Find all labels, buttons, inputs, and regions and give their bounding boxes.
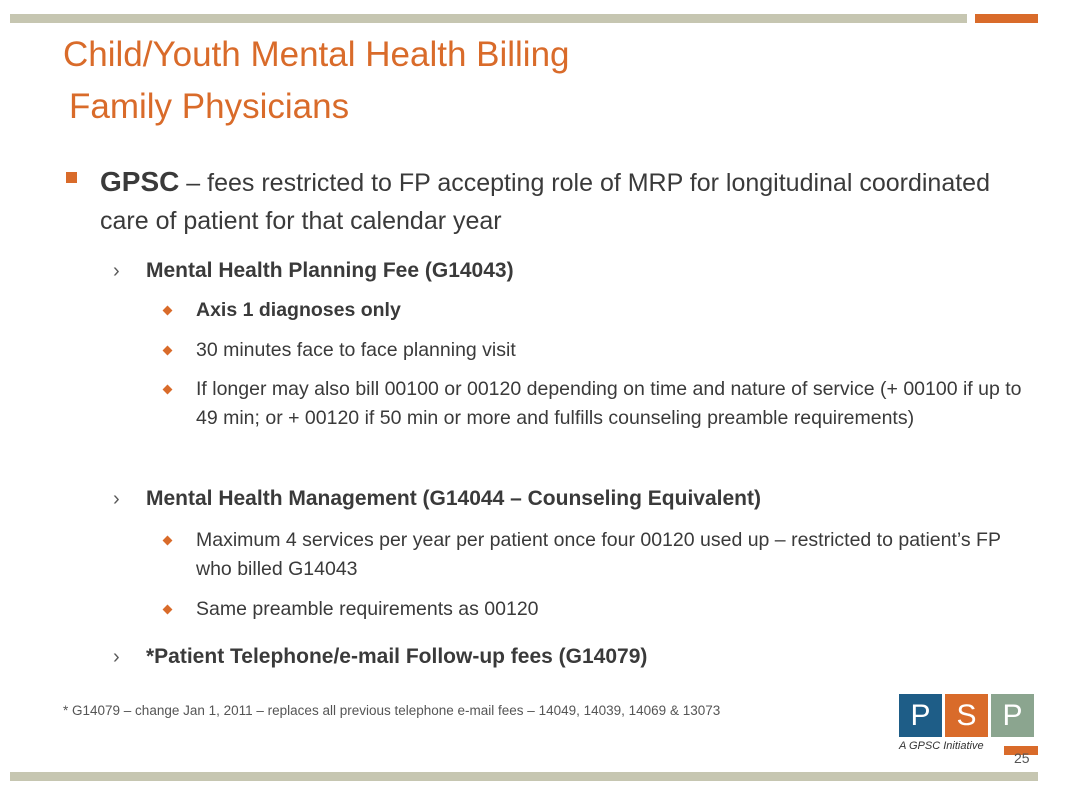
- diamond-bullet-icon: [162, 345, 173, 356]
- slide-subtitle: Family Physicians: [69, 87, 350, 126]
- list-item: Maximum 4 services per year per patient …: [196, 529, 1001, 580]
- main-point: GPSC – fees restricted to FP accepting r…: [100, 163, 1020, 240]
- square-bullet-icon: [66, 172, 77, 183]
- main-point-strong: GPSC: [100, 166, 180, 197]
- list-item: If longer may also bill 00100 or 00120 d…: [196, 378, 1022, 429]
- logo-letter: S: [945, 694, 988, 737]
- diamond-bullet-icon: [162, 305, 173, 316]
- slide-title: Child/Youth Mental Health Billing: [63, 35, 570, 74]
- diamond-bullet-icon: [162, 604, 173, 615]
- chevron-icon: ›: [113, 488, 120, 510]
- footnote: * G14079 – change Jan 1, 2011 – replaces…: [63, 703, 721, 718]
- page-number: 25: [1014, 750, 1030, 766]
- diamond-bullet-icon: [162, 535, 173, 546]
- chevron-icon: ›: [113, 646, 120, 668]
- logo-tagline: A GPSC Initiative: [899, 740, 984, 752]
- section-heading: Mental Health Planning Fee (G14043): [146, 259, 514, 282]
- logo-letter: P: [899, 694, 942, 737]
- list-item: Same preamble requirements as 00120: [196, 598, 539, 620]
- list-item: 30 minutes face to face planning visit: [196, 339, 516, 361]
- section-heading: *Patient Telephone/e-mail Follow-up fees…: [146, 645, 648, 668]
- list-item: Axis 1 diagnoses only: [196, 299, 401, 321]
- section-heading: Mental Health Management (G14044 – Couns…: [146, 487, 761, 510]
- top-divider-bar: [10, 14, 967, 23]
- chevron-icon: ›: [113, 260, 120, 282]
- logo-letter: P: [991, 694, 1034, 737]
- top-accent-bar: [975, 14, 1038, 23]
- bottom-divider-bar: [10, 772, 1038, 781]
- bottom-accent-bar: [1004, 746, 1038, 755]
- main-point-text: – fees restricted to FP accepting role o…: [100, 169, 990, 235]
- diamond-bullet-icon: [162, 384, 173, 395]
